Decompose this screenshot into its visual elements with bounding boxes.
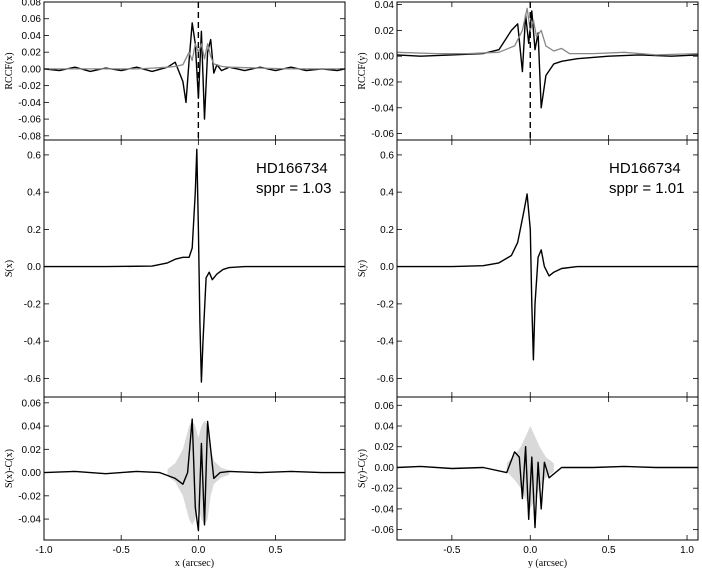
right-diff-ytick-label: -0.06 — [371, 525, 394, 536]
left-s-ytick-label: 0.2 — [27, 225, 41, 236]
right-s-ytick-label: -0.6 — [377, 374, 395, 385]
left-rccf-ytick-label: -0.06 — [18, 115, 41, 126]
right-diff-ylabel: S(y)-C(y) — [357, 449, 368, 488]
left-s-ytick-label: -0.4 — [24, 337, 42, 348]
right-diff-frame — [396, 396, 699, 541]
left-s-ytick-label: 0.6 — [27, 150, 41, 161]
left-diff-error-band — [167, 420, 230, 525]
right-rccf-ytick-label: -0.02 — [371, 77, 394, 88]
left-diff-ytick-label: -0.04 — [18, 515, 41, 526]
right-s-ytick-label: 0.4 — [380, 188, 394, 199]
right-s-ytick-label: -0.2 — [377, 299, 395, 310]
right-rccf-frame — [396, 1, 699, 141]
right-s-ytick-label: -0.4 — [377, 337, 395, 348]
right-s-series-0 — [397, 193, 698, 361]
left-s-ytick-label: 0.0 — [27, 262, 41, 273]
right-rccf-ytick-label: 0.02 — [375, 26, 395, 37]
left-rccf-series-1 — [44, 43, 345, 70]
left-rccf-series-0 — [43, 22, 346, 120]
right-s-ytick-label: 0.0 — [380, 262, 394, 273]
left-diff-xtick-label: -1.0 — [35, 545, 53, 556]
right-s-ytick-label: 0.2 — [380, 225, 394, 236]
left-diff-ylabel: S(x)-C(x) — [4, 449, 15, 488]
right-diff-ytick-label: 0.02 — [375, 442, 395, 453]
right-rccf-ylabel: RCCF(y) — [357, 52, 368, 89]
right-diff-series-0 — [396, 446, 698, 529]
left-rccf-ylabel: RCCF(x) — [4, 52, 15, 89]
left-s-ytick-label: 0.4 — [27, 188, 41, 199]
right-s-frame — [396, 139, 699, 398]
right-diff-xtick-label: 0.5 — [602, 545, 616, 556]
left-s-annotation-0: HD166734 — [256, 160, 328, 177]
right-diff-ytick-label: -0.04 — [371, 504, 394, 515]
right-diff-xtick-label: 1.0 — [680, 545, 694, 556]
left-diff-xtick-label: -0.5 — [113, 545, 131, 556]
left-rccf-ytick-label: -0.02 — [18, 81, 41, 92]
left-rccf-ytick-label: -0.04 — [18, 98, 41, 109]
left-rccf-ytick-label: 0.08 — [22, 0, 42, 9]
left-rccf-ytick-label: 0.00 — [22, 64, 42, 75]
right-diff-ytick-label: 0.04 — [375, 422, 395, 433]
left-diff-ytick-label: 0.04 — [22, 422, 42, 433]
left-diff-frame — [43, 396, 346, 541]
left-diff-ytick-label: 0.00 — [22, 468, 42, 479]
left-s-frame — [43, 139, 346, 398]
left-rccf-ytick-label: 0.06 — [22, 14, 42, 25]
left-s-series-0 — [44, 148, 345, 383]
left-s-ytick-label: -0.6 — [24, 374, 42, 385]
left-rccf-ytick-label: 0.04 — [22, 31, 42, 42]
left-s-ylabel: S(x) — [4, 260, 15, 277]
right-diff-error-band — [506, 426, 554, 509]
right-s-annotation-1: sppr = 1.01 — [609, 180, 684, 197]
right-s-ytick-label: 0.6 — [380, 150, 394, 161]
right-diff-ytick-label: 0.06 — [375, 401, 395, 412]
left-s-annotation-1: sppr = 1.03 — [256, 180, 331, 197]
left-diff-xtick-label: 0.0 — [191, 545, 205, 556]
left-diff-ytick-label: -0.02 — [18, 491, 41, 502]
right-rccf-series-0 — [396, 10, 699, 109]
left-rccf-ytick-label: -0.08 — [18, 131, 41, 142]
left-diff-series-0 — [43, 418, 345, 532]
right-rccf-ytick-label: 0.04 — [375, 0, 395, 11]
right-s-ylabel: S(y) — [357, 260, 368, 277]
left-diff-xlabel: x (arcsec) — [175, 558, 214, 568]
right-s-annotation-0: HD166734 — [609, 160, 681, 177]
right-rccf-ytick-label: 0.00 — [375, 52, 395, 63]
right-diff-xlabel: y (arcsec) — [528, 558, 567, 568]
right-diff-xtick-label: 0.0 — [523, 545, 537, 556]
right-rccf-ytick-label: -0.04 — [371, 103, 394, 114]
left-diff-ytick-label: 0.02 — [22, 445, 42, 456]
right-diff-ytick-label: 0.00 — [375, 463, 395, 474]
right-rccf-series-1 — [396, 7, 699, 56]
right-rccf-ytick-label: -0.06 — [371, 129, 394, 140]
left-rccf-ytick-label: 0.02 — [22, 48, 42, 59]
left-diff-ytick-label: 0.06 — [22, 398, 42, 409]
right-diff-xtick-label: -0.5 — [443, 545, 461, 556]
left-diff-xtick-label: 0.5 — [269, 545, 283, 556]
left-s-ytick-label: -0.2 — [24, 299, 42, 310]
right-diff-ytick-label: -0.02 — [371, 484, 394, 495]
